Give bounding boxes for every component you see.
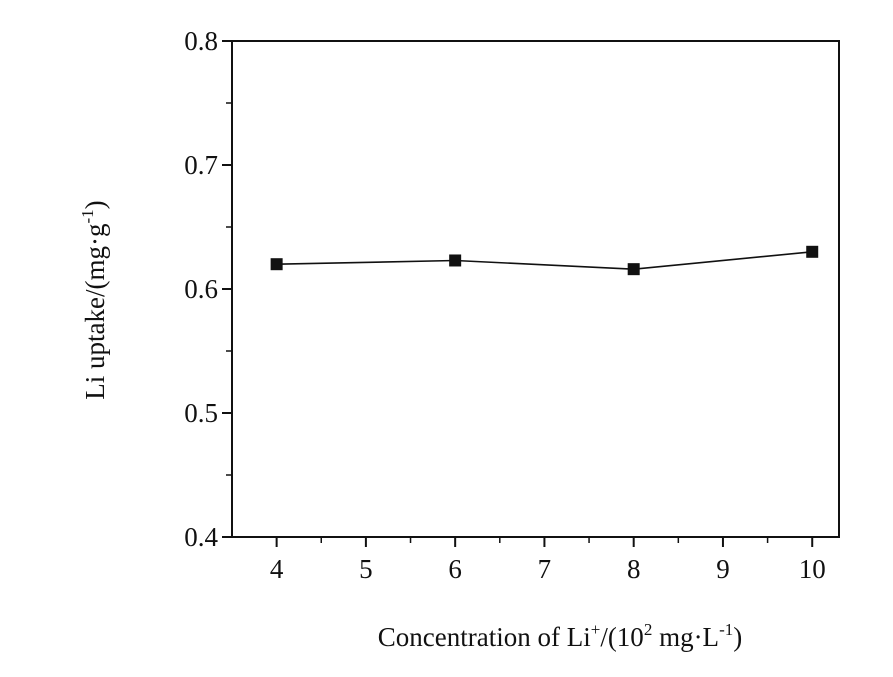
x-tick-label: 10 [799, 554, 826, 584]
series-line [276, 251, 813, 271]
data-point [627, 263, 640, 276]
y-tick-label: 0.7 [184, 150, 218, 180]
x-tick-label: 9 [716, 554, 730, 584]
x-axis-ticks [275, 537, 814, 547]
y-tick-label: 0.6 [184, 274, 218, 304]
x-tick-label: 7 [538, 554, 552, 584]
y-tick-label: 0.5 [184, 398, 218, 428]
x-axis-tick-labels: 4 5 6 7 8 9 10 [270, 554, 826, 584]
x-tick-label: 4 [270, 554, 284, 584]
x-tick-label: 8 [627, 554, 641, 584]
data-point [449, 254, 462, 267]
series-markers [270, 245, 819, 276]
y-axis-tick-labels: 0.4 0.5 0.6 0.7 0.8 [184, 26, 218, 552]
data-point [806, 245, 819, 258]
x-axis-title: Concentration of Li+/(102 mg·L-1) [378, 620, 742, 652]
y-tick-label: 0.4 [184, 522, 218, 552]
plot-frame [231, 40, 840, 538]
x-tick-label: 6 [448, 554, 462, 584]
y-axis-ticks [222, 40, 232, 538]
y-tick-label: 0.8 [184, 26, 218, 56]
data-point [270, 258, 283, 271]
y-axis-title: Li uptake/(mg·g-1) [78, 200, 110, 399]
x-tick-label: 5 [359, 554, 373, 584]
